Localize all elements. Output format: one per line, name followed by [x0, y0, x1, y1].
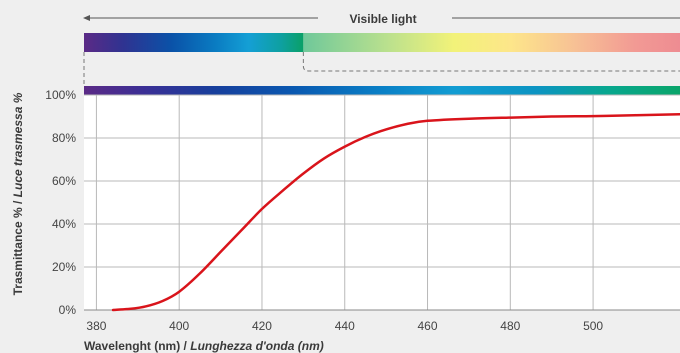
- y-tick-label: 40%: [52, 217, 76, 231]
- x-axis-title: Wavelenght (nm) / Lunghezza d'onda (nm): [84, 339, 324, 353]
- visible-light-arrowhead: [83, 15, 90, 21]
- y-axis-title: Trasmittance % / Luce trasmessa %: [11, 92, 25, 295]
- series-layer: [111, 113, 680, 312]
- y-tick-label: 100%: [45, 88, 76, 102]
- y-tick-label: 20%: [52, 260, 76, 274]
- spectrum-bar-blocked: [84, 33, 304, 52]
- x-axis-title-en: Wavelenght (nm) /: [84, 339, 190, 353]
- grid: [84, 94, 680, 311]
- x-tick-label: 420: [252, 319, 272, 333]
- y-tick-label: 80%: [52, 131, 76, 145]
- visible-light-annotation: Visible light: [83, 12, 680, 95]
- x-tick-label: 380: [86, 319, 106, 333]
- transmitted-spectrum-bar: [84, 86, 680, 95]
- x-tick-label: 440: [335, 319, 355, 333]
- bracket-right-dashed: [302, 52, 680, 72]
- tick-labels: 380 400 420 440 460 480 500 0% 20% 40% 60% 80% 100%: [45, 88, 603, 333]
- x-tick-label: 480: [500, 319, 520, 333]
- y-axis-title-it: Luce trasmessa %: [11, 92, 25, 197]
- x-tick-label: 400: [169, 319, 189, 333]
- y-tick-label: 60%: [52, 174, 76, 188]
- x-tick-label: 460: [418, 319, 438, 333]
- axis-titles: Wavelenght (nm) / Lunghezza d'onda (nm) T…: [11, 92, 324, 353]
- transmittance-curve: [111, 113, 680, 312]
- x-axis-title-it: Lunghezza d'onda (nm): [190, 339, 324, 353]
- visible-light-label: Visible light: [349, 12, 416, 26]
- x-tick-label: 500: [583, 319, 603, 333]
- plot-area: [84, 95, 680, 310]
- spectrum-bar-visible: [303, 33, 680, 52]
- y-tick-label: 0%: [59, 303, 77, 317]
- y-axis-title-en: Trasmittance % /: [11, 197, 25, 295]
